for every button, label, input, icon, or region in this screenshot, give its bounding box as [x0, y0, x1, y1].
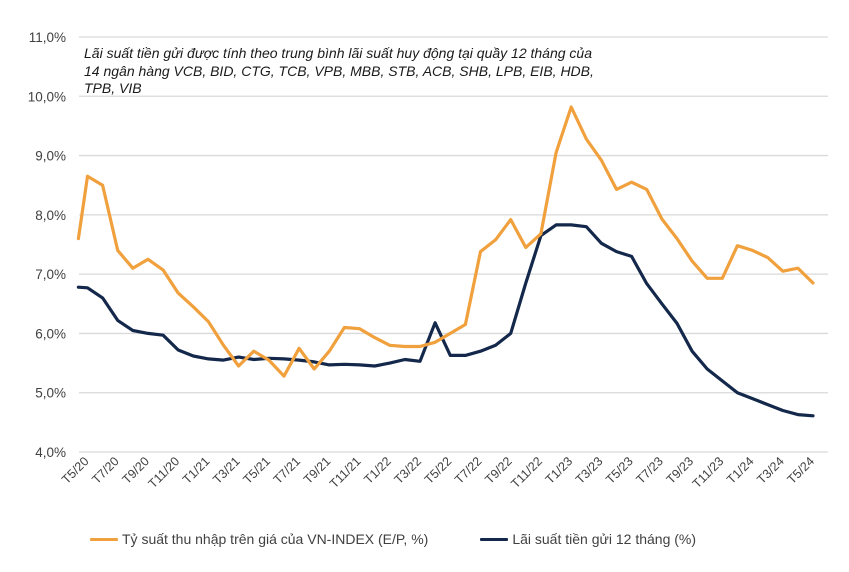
x-tick-label: T7/21 — [271, 454, 304, 487]
y-tick-label: 8,0% — [35, 208, 66, 223]
x-tick-label: T5/22 — [422, 454, 455, 487]
x-tick-label: T3/21 — [210, 454, 243, 487]
x-tick-label: T3/23 — [573, 454, 606, 487]
legend: Tỷ suất thu nhập trên giá của VN-INDEX (… — [90, 531, 748, 547]
legend-swatch-deposit-rate — [480, 537, 509, 541]
x-tick-label: T1/23 — [543, 454, 576, 487]
legend-item-ep: Tỷ suất thu nhập trên giá của VN-INDEX (… — [90, 531, 428, 547]
x-tick-label: T5/23 — [603, 454, 636, 487]
legend-label-deposit-rate: Lãi suất tiền gửi 12 tháng (%) — [512, 531, 697, 547]
x-tick-label: T3/22 — [392, 454, 425, 487]
legend-swatch-ep — [90, 537, 118, 541]
x-tick-label: T11/23 — [690, 454, 727, 491]
y-tick-label: 4,0% — [35, 445, 66, 460]
x-tick-label: T7/23 — [633, 454, 666, 487]
x-tick-label: T11/22 — [508, 454, 545, 491]
x-tick-label: T5/21 — [240, 454, 273, 487]
x-tick-label: T7/20 — [89, 454, 122, 487]
y-tick-label: 9,0% — [35, 149, 66, 164]
x-tick-label: T1/24 — [724, 454, 757, 487]
series-line-ep — [76, 105, 815, 378]
series-line-deposit-rate — [76, 223, 815, 418]
x-tick-label: T11/21 — [327, 454, 364, 491]
y-tick-label: 10,0% — [28, 89, 66, 104]
x-tick-label: T1/22 — [361, 454, 394, 487]
x-tick-label: T3/24 — [754, 454, 787, 487]
chart-annotation: Lãi suất tiền gửi được tính theo trung b… — [84, 45, 594, 96]
plot-lines — [76, 105, 815, 418]
y-tick-label: 7,0% — [35, 267, 66, 282]
x-tick-label: T1/21 — [180, 454, 213, 487]
y-axis: 4,0% 5,0% 6,0% 7,0% 8,0% 9,0% 10,0% 11,0% — [28, 30, 66, 460]
legend-label-ep: Tỷ suất thu nhập trên giá của VN-INDEX (… — [122, 531, 429, 547]
legend-item-deposit-rate: Lãi suất tiền gửi 12 tháng (%) — [480, 531, 696, 547]
x-axis: T5/20T7/20T9/20T11/20T1/21T3/21T5/21T7/2… — [59, 454, 817, 491]
gridlines — [79, 36, 828, 453]
y-tick-label: 11,0% — [29, 30, 66, 45]
y-tick-label: 5,0% — [35, 386, 66, 401]
x-tick-label: T11/20 — [146, 454, 183, 491]
y-tick-label: 6,0% — [35, 326, 66, 341]
x-tick-label: T7/22 — [452, 454, 485, 487]
x-tick-label: T5/24 — [785, 454, 818, 487]
